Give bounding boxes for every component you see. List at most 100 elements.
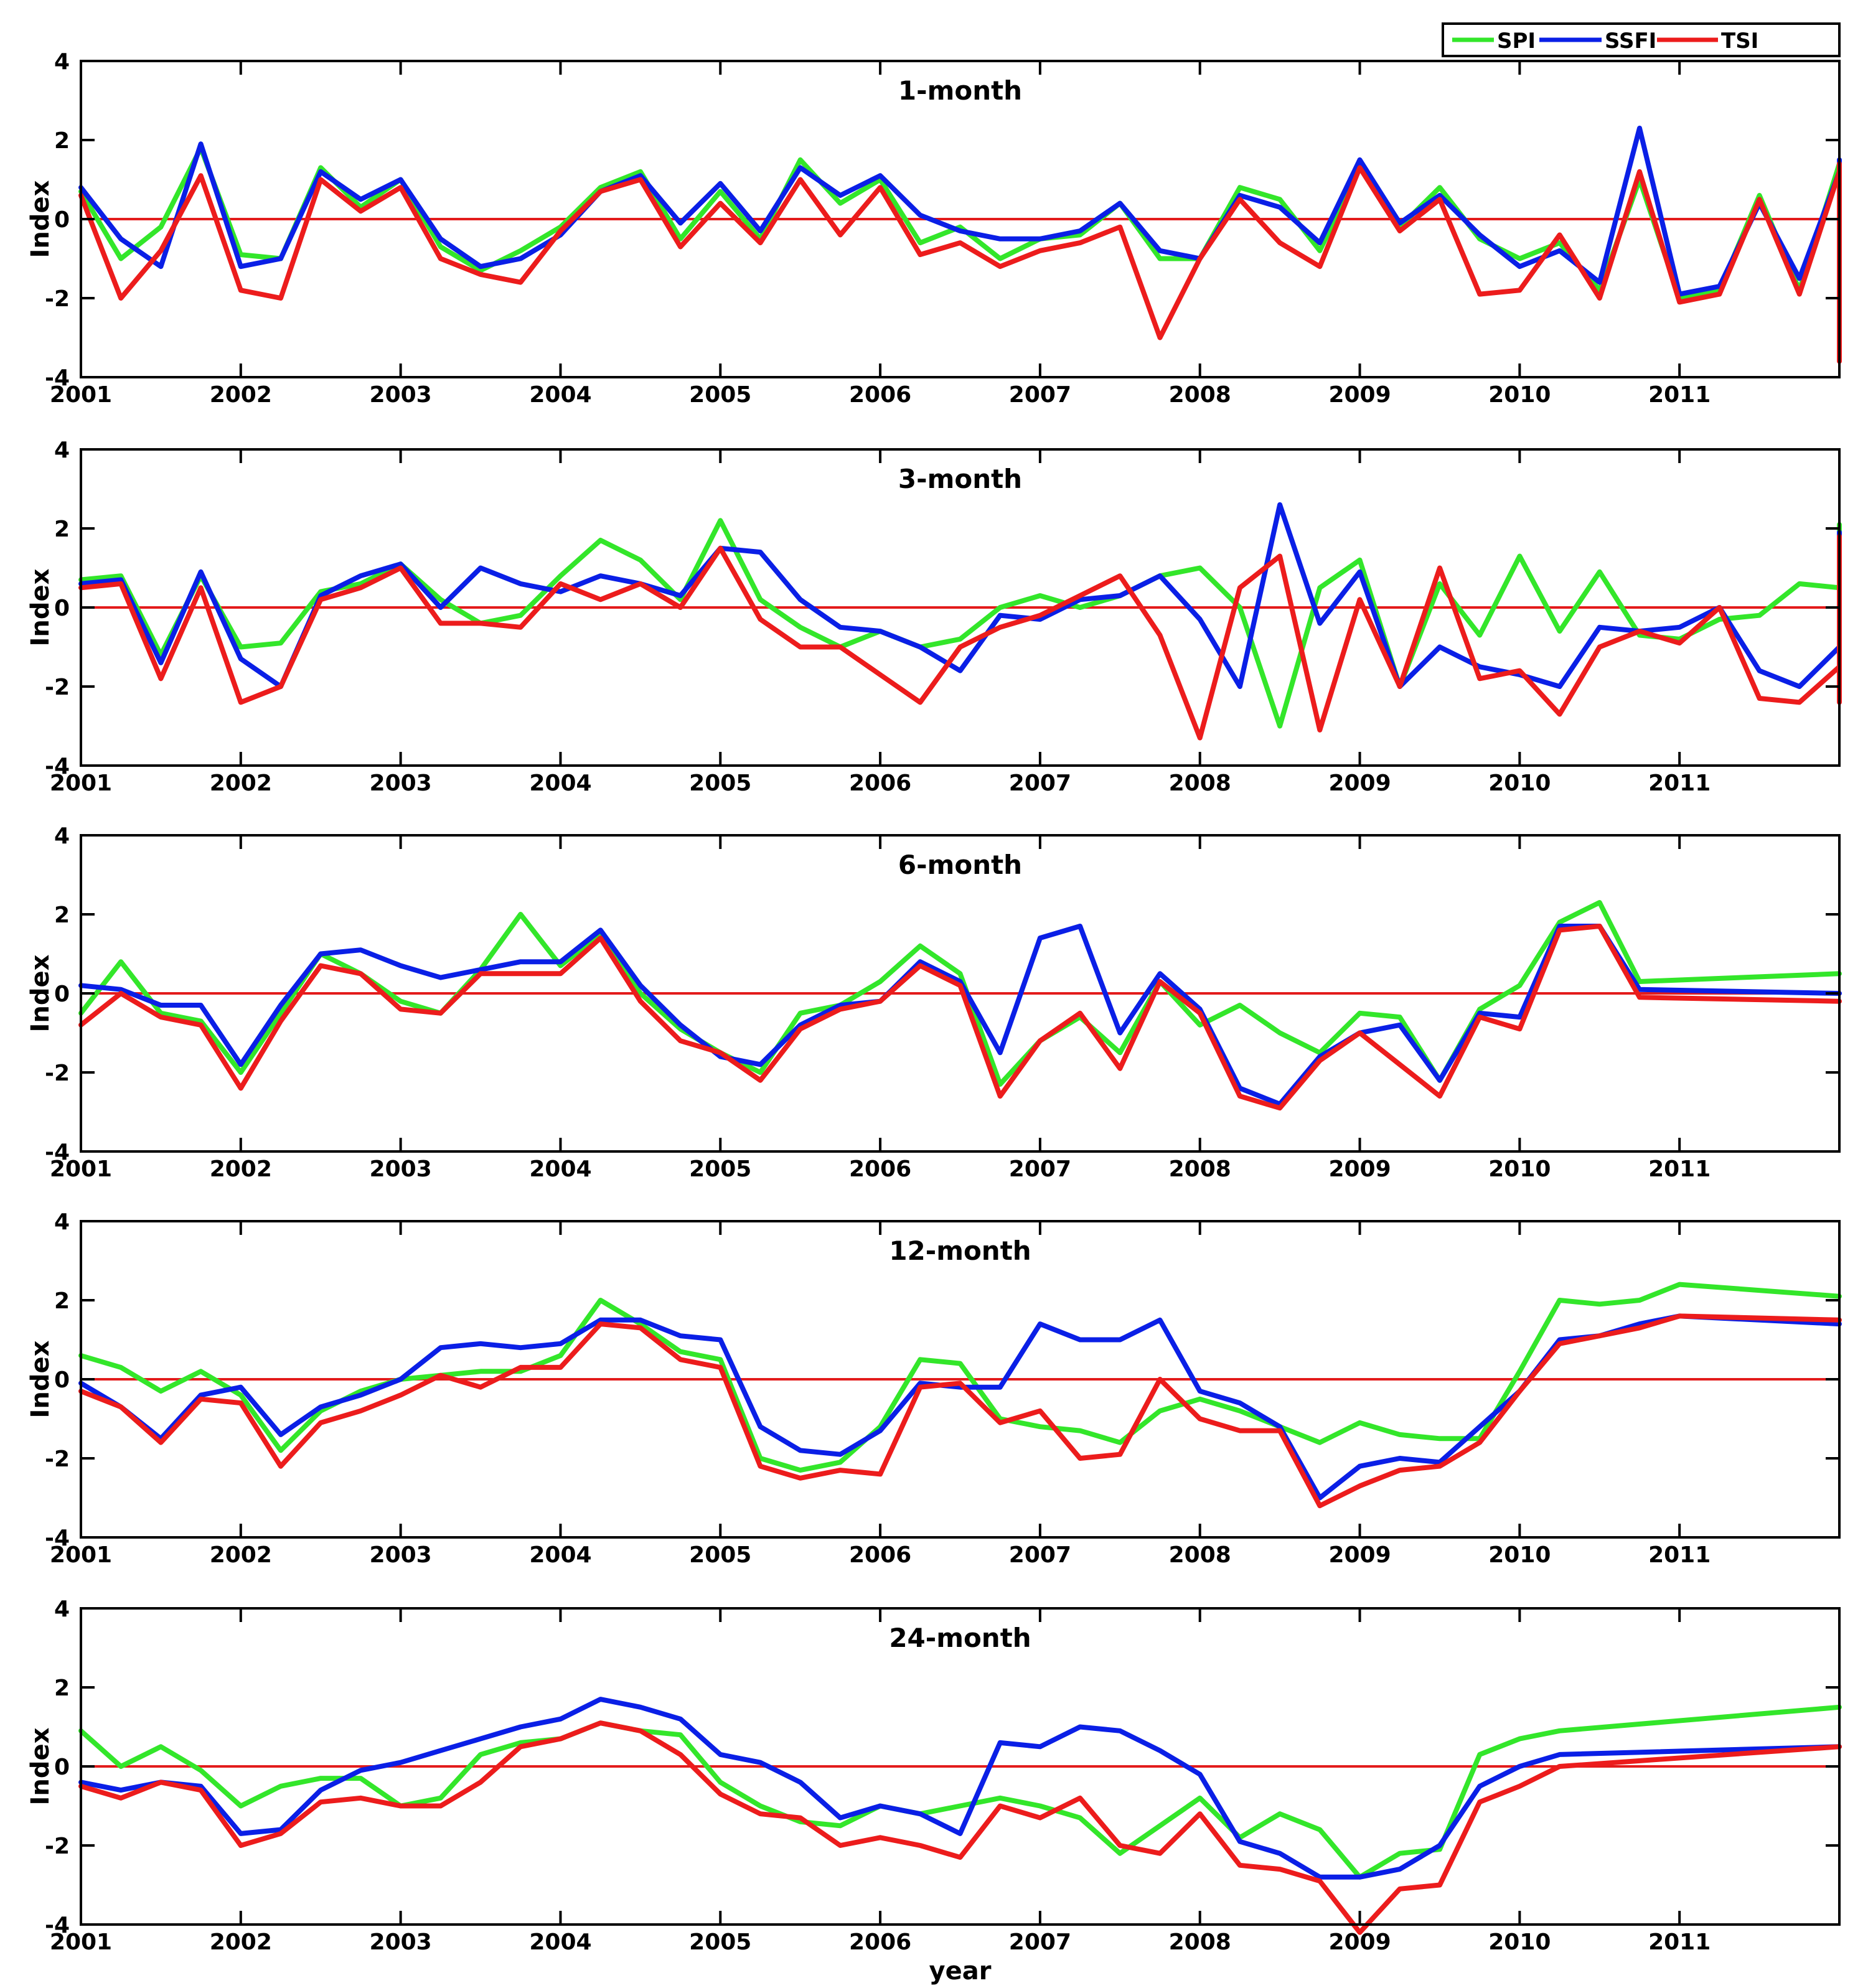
x-tick-label: 2008 <box>1169 1156 1231 1182</box>
x-tick-label: 2009 <box>1328 1929 1391 1955</box>
x-tick-label: 2003 <box>370 1542 432 1568</box>
x-tick-label: 2005 <box>689 382 751 408</box>
y-tick-label: 4 <box>54 1209 70 1235</box>
x-tick-label: 2006 <box>849 1929 911 1955</box>
x-tick-label: 2004 <box>529 771 591 796</box>
y-tick-label: -4 <box>45 1526 70 1551</box>
legend-label-spi: SPI <box>1497 29 1536 54</box>
x-tick-label: 2007 <box>1009 1156 1071 1182</box>
x-tick-label: 2003 <box>370 382 432 408</box>
panel-6-month: 2001 2002 2003 2004 2005 2006 2007 2008 2009 2010… <box>26 823 1842 1182</box>
x-tick-label: 2010 <box>1488 1156 1551 1182</box>
y-tick-label: 2 <box>54 1288 70 1314</box>
x-tick-label: 2011 <box>1648 382 1711 408</box>
x-tick-label: 2007 <box>1009 1542 1071 1568</box>
y-axis-label: Index <box>26 180 55 258</box>
legend-label-tsi: TSI <box>1721 29 1758 54</box>
x-tick-label: 2004 <box>529 382 591 408</box>
x-tick-label: 2002 <box>210 382 272 408</box>
x-tick-label: 2005 <box>689 1929 751 1955</box>
series-line-ssfi <box>78 1697 1842 1880</box>
series-line-ssfi <box>78 502 1842 689</box>
x-tick-label: 2002 <box>210 1542 272 1568</box>
x-tick-label: 2008 <box>1169 771 1231 796</box>
legend-box <box>1442 22 1841 57</box>
x-tick-label: 2004 <box>529 1929 591 1955</box>
y-axis-label: Index <box>26 1340 55 1418</box>
y-axis-label: Index <box>26 1727 55 1805</box>
x-tick-label: 2007 <box>1009 382 1071 408</box>
x-tick-label: 2005 <box>689 1542 751 1568</box>
x-tick-label: 2010 <box>1488 1929 1551 1955</box>
y-tick-label: 4 <box>54 438 70 463</box>
x-tick-label: 2005 <box>689 1156 751 1182</box>
y-tick-label: 0 <box>54 982 70 1007</box>
x-tick-label: 2011 <box>1648 771 1711 796</box>
y-tick-label: -2 <box>45 1446 70 1472</box>
x-tick-label: 2010 <box>1488 382 1551 408</box>
y-tick-label: -2 <box>45 1061 70 1086</box>
x-tick-label: 2008 <box>1169 1542 1231 1568</box>
series-line-spi <box>78 900 1842 1087</box>
y-tick-label: 4 <box>54 1596 70 1622</box>
x-tick-label: 2006 <box>849 1542 911 1568</box>
y-tick-label: -4 <box>45 1913 70 1938</box>
panel-12-month: 2001 2002 2003 2004 2005 2006 2007 2008 2009 2010… <box>26 1209 1842 1568</box>
y-axis-label: Index <box>26 568 55 646</box>
x-tick-label: 2010 <box>1488 1542 1551 1568</box>
y-tick-label: 2 <box>54 128 70 154</box>
x-tick-label: 2008 <box>1169 1929 1231 1955</box>
panel-title: 12-month <box>889 1235 1031 1266</box>
x-tick-label: 2001 <box>50 1542 112 1568</box>
series-line-tsi <box>78 1720 1842 1935</box>
x-tick-label: 2003 <box>370 1929 432 1955</box>
x-tick-label: 2004 <box>529 1156 591 1182</box>
y-tick-label: 0 <box>54 1755 70 1780</box>
x-tick-label: 2004 <box>529 1542 591 1568</box>
x-tick-label: 2002 <box>210 771 272 796</box>
panel-3-month: 2001 2002 2003 2004 2005 2006 2007 2008 2009 2010… <box>26 438 1842 796</box>
x-tick-label: 2002 <box>210 1156 272 1182</box>
panel-title: 3-month <box>898 464 1022 494</box>
y-tick-label: -4 <box>45 1140 70 1165</box>
y-tick-label: -4 <box>45 754 70 779</box>
x-tick-label: 2002 <box>210 1929 272 1955</box>
x-tick-label: 2006 <box>849 1156 911 1182</box>
y-tick-label: -2 <box>45 286 70 312</box>
x-axis-label: year <box>929 1957 992 1986</box>
legend-label-ssfi: SSFI <box>1605 29 1656 54</box>
x-tick-label: 2001 <box>50 1156 112 1182</box>
x-tick-label: 2009 <box>1328 1156 1391 1182</box>
panel-24-month: 2001 2002 2003 2004 2005 2006 2007 2008 2009 2010… <box>26 1596 1842 1986</box>
x-tick-label: 2007 <box>1009 771 1071 796</box>
panel-title: 24-month <box>889 1623 1031 1653</box>
x-tick-label: 2010 <box>1488 771 1551 796</box>
y-tick-label: 2 <box>54 517 70 542</box>
x-tick-label: 2006 <box>849 382 911 408</box>
series-line-tsi <box>78 533 1842 741</box>
x-tick-label: 2007 <box>1009 1929 1071 1955</box>
x-tick-label: 2006 <box>849 771 911 796</box>
panel-1-month: 2001 2002 2003 2004 2005 2006 2007 2008 2009 2010… <box>26 49 1842 408</box>
y-tick-label: 0 <box>54 1367 70 1393</box>
y-tick-label: 0 <box>54 207 70 233</box>
y-tick-label: 2 <box>54 903 70 928</box>
x-tick-label: 2009 <box>1328 382 1391 408</box>
x-tick-label: 2003 <box>370 771 432 796</box>
x-tick-label: 2011 <box>1648 1542 1711 1568</box>
x-tick-label: 2005 <box>689 771 751 796</box>
y-axis-label: Index <box>26 954 55 1032</box>
x-tick-label: 2009 <box>1328 1542 1391 1568</box>
y-tick-label: 0 <box>54 596 70 621</box>
series-line-ssfi <box>78 1313 1842 1501</box>
series-line-tsi <box>78 924 1842 1111</box>
y-tick-label: 4 <box>54 49 70 75</box>
x-tick-label: 2011 <box>1648 1156 1711 1182</box>
series-line-spi <box>78 1704 1842 1880</box>
x-tick-label: 2001 <box>50 382 112 408</box>
x-tick-label: 2009 <box>1328 771 1391 796</box>
x-tick-label: 2001 <box>50 1929 112 1955</box>
x-tick-label: 2008 <box>1169 382 1231 408</box>
panels: 2001 2002 2003 2004 2005 2006 2007 2008 2009 2010… <box>26 49 1842 1986</box>
